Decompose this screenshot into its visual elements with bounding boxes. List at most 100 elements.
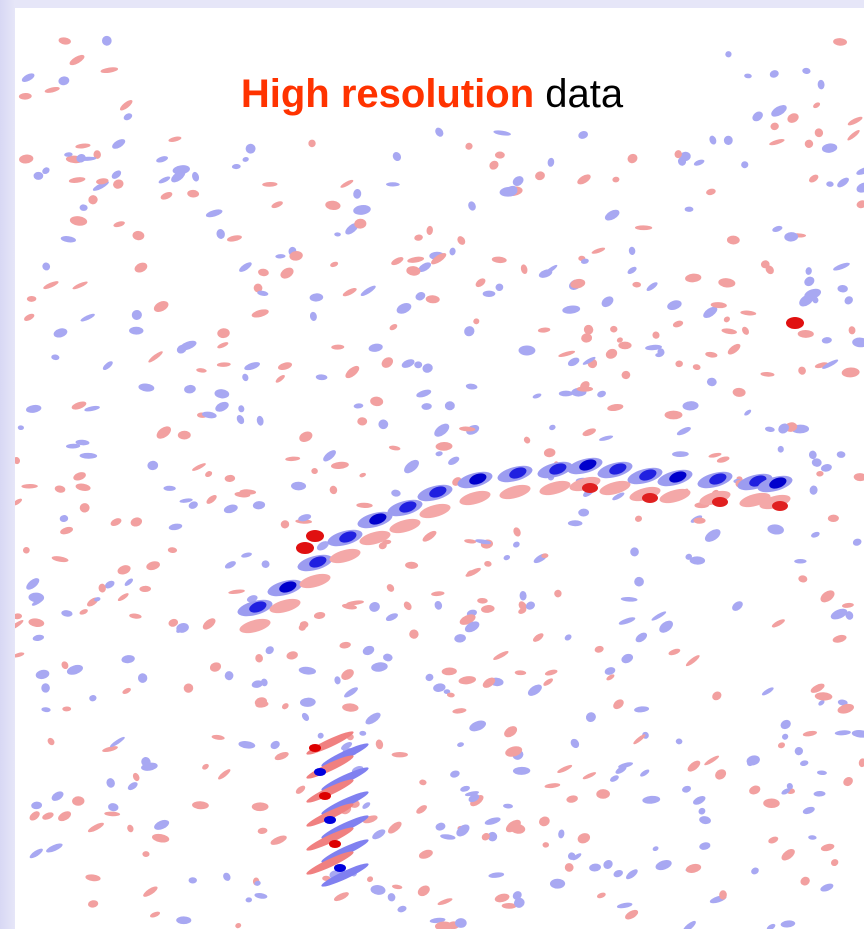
blob xyxy=(15,456,21,465)
blob xyxy=(582,772,597,780)
blob xyxy=(732,601,743,611)
blob xyxy=(270,835,287,845)
blob xyxy=(475,278,486,288)
blob xyxy=(858,758,864,768)
blob xyxy=(60,236,76,243)
blob xyxy=(241,552,252,558)
blob xyxy=(543,264,558,275)
blob xyxy=(224,671,234,681)
blob xyxy=(129,326,144,335)
blob xyxy=(693,159,705,166)
blob xyxy=(808,835,817,840)
blob xyxy=(291,481,307,491)
blob xyxy=(323,450,336,462)
blob xyxy=(257,290,269,296)
blob xyxy=(93,150,101,159)
blob xyxy=(122,687,131,695)
blob xyxy=(477,597,488,604)
blob xyxy=(769,477,787,489)
blob xyxy=(15,613,23,620)
blob xyxy=(821,337,832,344)
blob xyxy=(306,827,354,851)
blob xyxy=(362,645,375,656)
blob xyxy=(72,796,85,806)
blob xyxy=(131,310,142,320)
blob xyxy=(84,405,100,412)
blob xyxy=(596,789,610,799)
blob xyxy=(117,565,131,575)
blob xyxy=(440,834,456,840)
blob xyxy=(466,570,474,576)
blob xyxy=(594,645,604,653)
blob xyxy=(69,216,88,226)
data-image xyxy=(15,35,864,929)
blob xyxy=(804,139,814,148)
blob xyxy=(460,785,470,792)
blob xyxy=(674,150,682,159)
blob xyxy=(54,485,66,493)
blob xyxy=(399,501,417,513)
blob xyxy=(582,428,596,437)
blob xyxy=(224,561,236,569)
blob xyxy=(68,177,86,184)
blob xyxy=(514,670,527,676)
blob xyxy=(567,520,583,527)
blob xyxy=(765,265,774,275)
blob xyxy=(330,261,339,268)
blob xyxy=(218,769,231,780)
blob xyxy=(251,802,269,812)
blob xyxy=(655,860,672,871)
blob xyxy=(597,390,606,398)
blob xyxy=(518,601,527,611)
blob xyxy=(258,268,269,277)
blob xyxy=(60,526,73,535)
blob xyxy=(58,76,70,86)
blob xyxy=(856,182,864,193)
blob xyxy=(760,371,775,377)
blob xyxy=(780,920,796,928)
blob xyxy=(613,699,624,710)
blob xyxy=(298,666,316,675)
blob xyxy=(224,474,236,482)
blob xyxy=(397,905,407,913)
blob xyxy=(205,471,213,478)
blob xyxy=(238,405,245,413)
blob xyxy=(435,822,446,831)
blob xyxy=(306,530,324,542)
blob xyxy=(391,257,404,266)
blob xyxy=(31,801,43,810)
blob xyxy=(64,152,73,157)
blob xyxy=(331,344,345,350)
blob xyxy=(156,426,172,439)
blob xyxy=(431,253,447,265)
blob xyxy=(334,676,341,685)
blob xyxy=(493,130,511,136)
blob xyxy=(356,502,373,509)
blob xyxy=(450,770,460,778)
blob xyxy=(88,195,98,205)
blob xyxy=(473,318,480,325)
blob xyxy=(723,135,733,146)
blob xyxy=(359,730,367,736)
blob xyxy=(41,707,51,713)
blob xyxy=(334,232,341,237)
blob xyxy=(668,648,681,656)
blob xyxy=(51,791,64,801)
blob xyxy=(367,876,374,883)
blob xyxy=(61,610,73,617)
blob xyxy=(501,902,517,909)
blob xyxy=(129,613,142,619)
blob xyxy=(544,669,558,676)
blob xyxy=(274,751,289,761)
blob xyxy=(675,360,683,368)
blob xyxy=(578,508,590,517)
blob xyxy=(146,561,160,571)
blob xyxy=(365,712,381,725)
blob xyxy=(389,323,398,331)
blob xyxy=(767,524,784,535)
blob xyxy=(749,785,761,795)
blob xyxy=(652,331,660,339)
blob xyxy=(58,811,72,822)
blob xyxy=(811,458,822,467)
blob xyxy=(216,362,231,367)
